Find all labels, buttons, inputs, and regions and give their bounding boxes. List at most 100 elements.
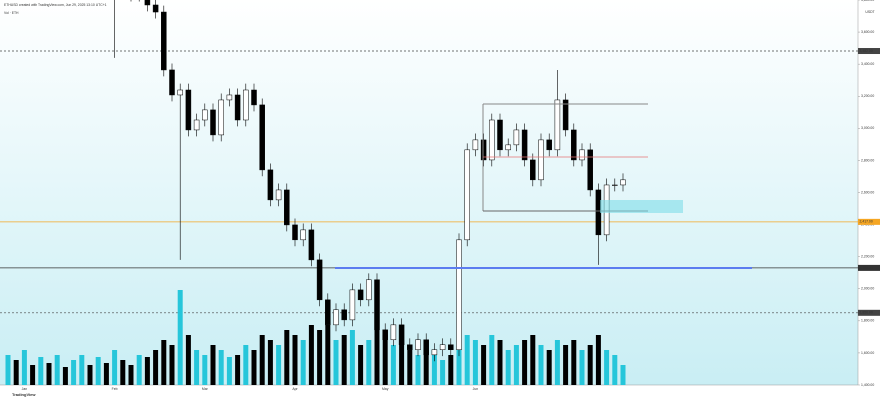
volume-bar: [390, 345, 396, 385]
level-tag: [858, 48, 880, 55]
volume-bar: [472, 340, 478, 385]
level-tag: [858, 218, 880, 225]
volume-bar: [218, 350, 224, 385]
candle-body: [292, 224, 298, 241]
candle-body: [398, 324, 405, 345]
volume-bar: [563, 345, 569, 385]
volume-bar: [62, 367, 68, 385]
volume-bar: [341, 335, 347, 385]
volume-bar: [284, 330, 290, 385]
volume-bar: [604, 350, 610, 385]
candle-body: [275, 189, 282, 201]
volume-bar: [226, 357, 232, 385]
volume-bar: [530, 335, 536, 385]
volume-bar: [169, 345, 175, 385]
volume-bar: [210, 345, 216, 385]
candle-body: [202, 109, 208, 121]
candle-body: [456, 239, 462, 350]
volume-bar: [554, 340, 560, 385]
volume-bar: [464, 335, 470, 385]
candle-body: [325, 299, 331, 326]
volume-bar: [349, 330, 355, 385]
candle-body: [341, 309, 347, 321]
volume-bar: [30, 365, 36, 385]
candle-body: [415, 339, 421, 350]
volume-bar: [13, 360, 19, 385]
legend: Vol · ETH: [4, 11, 19, 15]
volume-bar: [128, 365, 134, 385]
candle-body: [169, 69, 175, 96]
volume-bar: [399, 340, 405, 385]
candle-body: [521, 129, 528, 161]
volume-bar: [489, 335, 495, 385]
plot-background: [0, 0, 858, 385]
volume-bar: [46, 363, 52, 385]
volume-bar: [366, 340, 372, 385]
volume-bar: [38, 357, 44, 385]
candle-body: [308, 229, 315, 261]
candle-body: [530, 159, 536, 181]
volume-bar: [317, 330, 323, 385]
volume-bar: [497, 340, 503, 385]
drawings: [335, 103, 752, 269]
candle-body: [152, 4, 159, 13]
volume-bar: [144, 357, 150, 385]
y-tick-label: 1,600.00: [861, 351, 874, 355]
volume-bar: [161, 340, 167, 385]
zone: [600, 200, 683, 213]
candle-body: [464, 149, 470, 241]
candle-body: [243, 89, 249, 121]
candle-body: [587, 149, 593, 191]
x-tick-label: Jan: [22, 387, 28, 391]
volume-bar: [112, 350, 118, 385]
candle-body: [234, 94, 241, 121]
volume-bar: [103, 363, 109, 385]
y-tick-label: 2,600.00: [861, 190, 874, 194]
volume-bar: [177, 290, 183, 385]
volume-bar: [448, 355, 454, 385]
volume-bar: [95, 357, 101, 385]
candle-body: [407, 344, 413, 350]
candle-body: [193, 119, 200, 131]
volume-bar: [423, 350, 429, 385]
candle-body: [300, 229, 306, 241]
volume-bar: [267, 340, 273, 385]
volume-bar: [194, 350, 200, 385]
x-tick-label: Mar: [202, 387, 209, 391]
volume-bar: [259, 335, 265, 385]
candle-body: [349, 289, 356, 321]
footer: TradingView: [12, 392, 36, 397]
volume-bar: [612, 355, 618, 385]
volume-bar: [71, 360, 77, 385]
axis-label: USDT: [865, 10, 874, 14]
candle-body: [161, 11, 167, 71]
candle-body: [489, 119, 495, 161]
candle-body: [546, 139, 552, 151]
y-tick-label: 1,400.00: [861, 383, 874, 387]
candle-body: [259, 104, 265, 171]
volume-bar: [505, 350, 511, 385]
volume-bar: [292, 335, 298, 385]
volume-bar: [481, 345, 487, 385]
candle-body: [366, 279, 372, 301]
candle-body: [210, 109, 216, 136]
level-label: 2,130.00: [860, 266, 873, 270]
candle-body: [357, 289, 364, 301]
volume-bar: [522, 340, 528, 385]
y-tick-label: 3,400.00: [861, 62, 874, 66]
volume-bar: [513, 345, 519, 385]
level-tag: [858, 264, 880, 271]
x-tick-label: Jun: [473, 387, 479, 391]
candle-body: [390, 324, 397, 341]
volume-bar: [251, 350, 257, 385]
candle-body: [620, 179, 626, 186]
volume-bar: [308, 325, 314, 385]
volume-bar: [620, 365, 626, 385]
candle-body: [513, 129, 520, 146]
volume-bar: [5, 355, 11, 385]
volume-bar: [120, 360, 126, 385]
candle-body: [497, 119, 503, 151]
level-label: 1,850.00: [860, 311, 873, 315]
candle-body: [251, 89, 257, 106]
